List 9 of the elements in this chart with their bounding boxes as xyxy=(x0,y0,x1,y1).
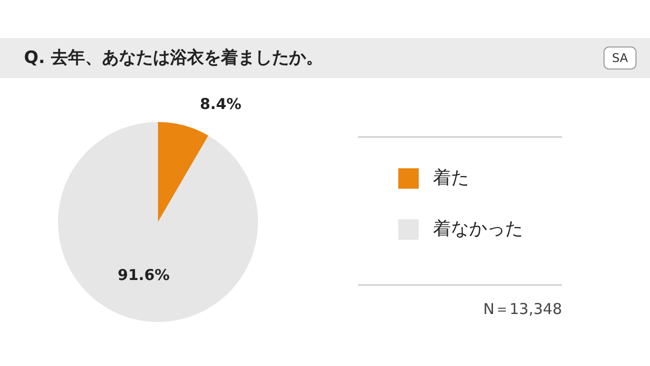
text: N＝13,348 xyxy=(483,300,562,318)
legend-label: 着なかった xyxy=(433,218,523,240)
data-label: 91.6% xyxy=(118,266,170,284)
text: SA xyxy=(612,51,629,65)
legend-label: 着た xyxy=(433,168,469,188)
chart-title: Q. 去年、あなたは浴衣を着ましたか。 xyxy=(24,48,323,68)
pie-slice xyxy=(58,122,258,322)
pie-slice xyxy=(158,122,208,222)
data-label: 8.4% xyxy=(200,95,242,114)
